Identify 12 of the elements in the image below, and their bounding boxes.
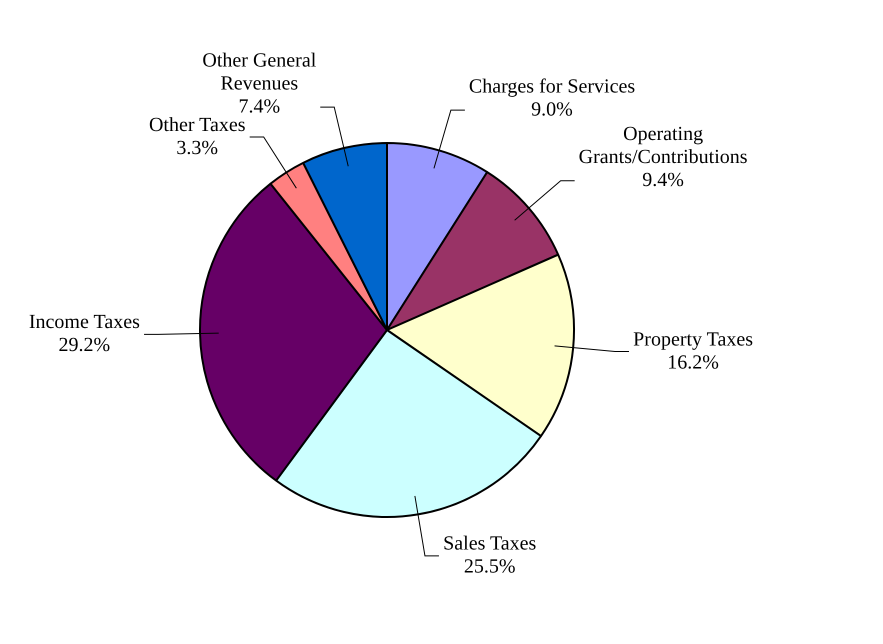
data-label: 3.3% (176, 136, 218, 159)
slice-label: Charges for Services (468, 75, 636, 98)
slice-label: Income Taxes (28, 311, 140, 334)
slice-label: Other General Revenues (202, 49, 317, 94)
data-label: 9.0% (531, 98, 573, 120)
data-label: 9.4% (642, 168, 684, 191)
data-label: 29.2% (58, 334, 110, 356)
slice-label: Property Taxes (633, 328, 754, 350)
data-label: 25.5% (464, 556, 516, 578)
slice-label: Operating Grants/Contributions (578, 122, 748, 168)
slice-label: Sales Taxes (443, 532, 537, 555)
data-label: 16.2% (667, 351, 719, 374)
